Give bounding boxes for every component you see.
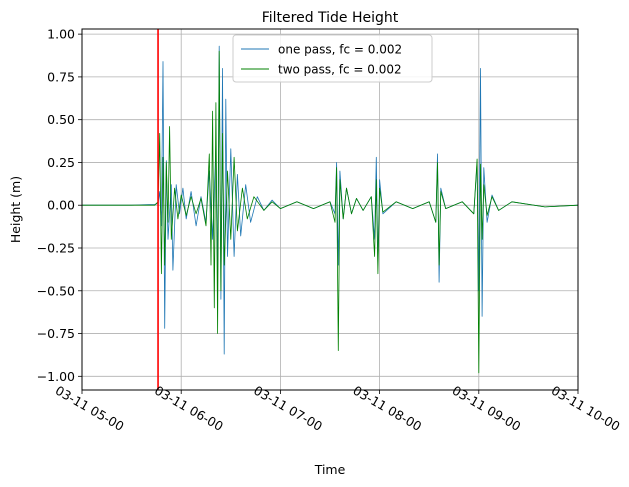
legend-label-one-pass: one pass, fc = 0.002 [278, 43, 402, 57]
y-tick-label: −1.00 [37, 369, 75, 384]
series-two-pass-line [82, 50, 579, 374]
y-tick-label: 0.50 [47, 112, 75, 127]
legend-label-two-pass: two pass, fc = 0.002 [278, 63, 402, 77]
y-tick-label: −0.25 [37, 240, 75, 255]
plot-frame [81, 28, 579, 391]
legend: one pass, fc = 0.002 two pass, fc = 0.002 [232, 34, 433, 83]
legend-box [232, 34, 433, 83]
y-axis-title: Height (m) [8, 176, 23, 243]
y-tick-label: 1.00 [47, 27, 75, 42]
y-tick-label: 0.00 [47, 198, 75, 213]
chart-title: Filtered Tide Height [262, 10, 399, 26]
x-axis-title: Time [314, 462, 346, 477]
y-tick-label: −0.75 [37, 326, 75, 341]
y-tick-label: 0.25 [47, 155, 75, 170]
series-lines [82, 45, 579, 374]
grid-lines [81, 29, 579, 390]
y-tick-label: 0.75 [47, 69, 75, 84]
y-tick-label: −0.50 [37, 283, 75, 298]
